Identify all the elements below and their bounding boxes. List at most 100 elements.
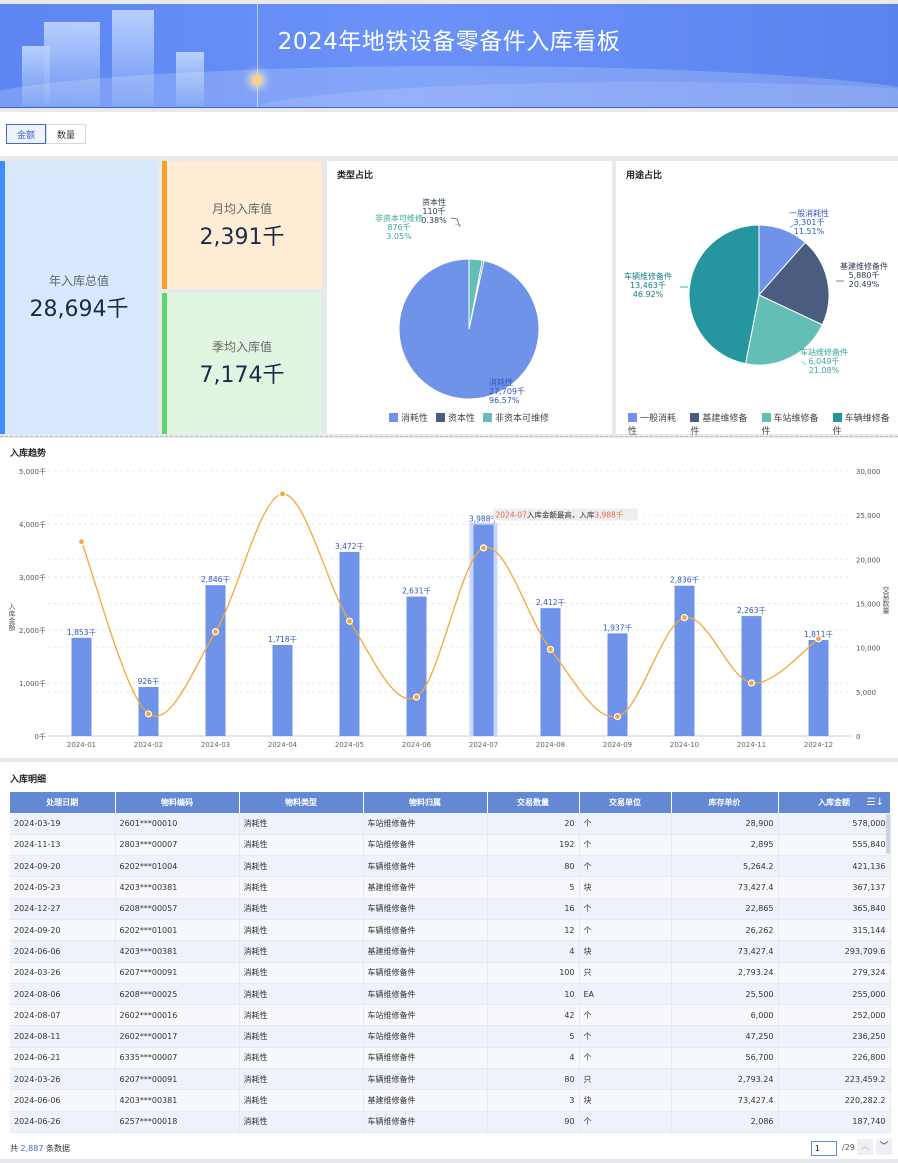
table-row[interactable]: 2024-05-23 4203***00381 消耗性 基建维修备件 5 块 73,427.… [10, 876, 891, 899]
bar[interactable] [71, 637, 92, 736]
table-row[interactable]: 2024-06-26 6257***00018 消耗性 车辆维修备件 90 个 2,086 1… [10, 1111, 891, 1133]
building-decoration [112, 10, 154, 106]
table-cell: 车辆维修备件 [363, 983, 488, 1006]
legend-item[interactable]: 基建维修备件 [690, 413, 748, 437]
table-row[interactable]: 2024-11-13 2803***00007 消耗性 车站维修备件 192 个 2,895… [10, 834, 891, 857]
table-scrollbar[interactable] [886, 814, 890, 854]
bar-data-label: 3,988千 [469, 514, 498, 524]
bar[interactable] [406, 596, 427, 736]
table-cell: 100 [487, 962, 580, 984]
table-row[interactable]: 2024-03-26 6207***00091 消耗性 车辆维修备件 80 只 2,793.… [10, 1068, 891, 1091]
line-point[interactable] [814, 635, 823, 643]
table-row[interactable]: 2024-08-11 2602***00017 消耗性 车站维修备件 5 个 47,250 2… [10, 1025, 891, 1048]
column-header[interactable]: 物料编码 [115, 792, 240, 813]
y-axis-title: 入库金额 [8, 603, 16, 632]
line-point[interactable] [747, 679, 756, 687]
legend-item[interactable]: 车站维修备件 [761, 413, 819, 437]
next-page-button[interactable]: ﹀ [876, 1139, 892, 1155]
line-point[interactable] [412, 693, 421, 701]
table-cell: 2,793.24 [671, 1068, 779, 1091]
column-header[interactable]: 入库金额 [778, 792, 891, 813]
x-axis-tick-label: 2024-03 [201, 741, 230, 749]
bar-data-label: 1,811千 [804, 629, 833, 639]
legend-item[interactable]: 非资本可维修 [483, 411, 549, 424]
kpi-label: 月均入库值 [211, 201, 272, 216]
pie-data-label: 21.08% [809, 366, 840, 375]
table-row[interactable]: 2024-06-21 6335***00007 消耗性 车辆维修备件 4 个 56,700 2… [10, 1047, 891, 1070]
bar[interactable] [339, 551, 360, 736]
table-cell: 279,324 [778, 962, 891, 984]
table-cell: 6335***00007 [115, 1047, 240, 1070]
legend-item[interactable]: 资本性 [436, 411, 475, 424]
legend-item[interactable]: 消耗性 [389, 411, 428, 424]
column-header[interactable]: 库存单价 [671, 792, 779, 813]
line-point[interactable] [479, 544, 488, 552]
kpi-value: 2,391千 [199, 224, 285, 250]
line-point[interactable] [546, 645, 555, 654]
tab-quantity[interactable]: 数量 [46, 124, 86, 144]
sort-icon[interactable]: ☰↓ [866, 797, 884, 808]
line-point[interactable] [77, 538, 86, 546]
bar[interactable] [272, 644, 293, 736]
table-cell: 192 [487, 834, 580, 857]
pie-data-label: 基建维修备件 [840, 261, 888, 271]
legend-item[interactable]: 车辆维修备件 [832, 413, 890, 437]
table-cell: 消耗性 [239, 876, 364, 899]
panel-title: 用途占比 [626, 171, 663, 181]
column-header[interactable]: 物料类型 [239, 792, 364, 813]
bar[interactable] [674, 585, 695, 736]
x-axis-tick-label: 2024-09 [603, 741, 632, 749]
table-row[interactable]: 2024-03-19 2601***00010 消耗性 车站维修备件 20 个 28,900… [10, 813, 891, 835]
table-cell: 车站维修备件 [363, 813, 488, 835]
table-cell: 基建维修备件 [363, 876, 488, 899]
table-cell: 2024-05-23 [10, 876, 116, 899]
bar[interactable] [540, 608, 561, 736]
page-input[interactable] [811, 1141, 837, 1156]
column-header[interactable]: 处理日期 [10, 792, 116, 813]
table-row[interactable]: 2024-08-07 2602***00016 消耗性 车站维修备件 42 个 6,000 2… [10, 1004, 891, 1027]
pie-slice[interactable] [688, 224, 760, 365]
pie-slice[interactable] [744, 294, 824, 366]
table-row[interactable]: 2024-12-27 6208***00057 消耗性 车辆维修备件 16 个 22,865… [10, 898, 891, 920]
column-header[interactable]: 物料归属 [363, 792, 488, 813]
bar[interactable] [808, 640, 829, 736]
detail-table-container: 处理日期 物料编码 物料类型 物料归属 交易数量 交易单位 库存单价 入库金额 2024-03… [10, 792, 892, 1138]
table-row[interactable]: 2024-06-06 4203***00381 消耗性 基建维修备件 4 块 73,427.… [10, 940, 891, 963]
pie-slice[interactable] [468, 258, 483, 330]
pie-data-label: 46.92% [633, 290, 664, 299]
use-pie-legend: 一般消耗性 基建维修备件 车站维修备件 车辆维修备件 [628, 411, 898, 437]
bar[interactable] [741, 616, 762, 736]
table-row[interactable]: 2024-09-20 6202***01004 消耗性 车辆维修备件 80 个 5,264.… [10, 855, 891, 878]
table-row[interactable]: 2024-03-26 6207***00091 消耗性 车辆维修备件 100 只 2,793… [10, 962, 891, 984]
table-cell: 4 [487, 940, 580, 963]
tab-amount[interactable]: 金额 [6, 124, 46, 144]
y-axis-tick-label: 5,000千 [19, 467, 46, 476]
table-cell: 5,264.2 [671, 855, 779, 878]
column-header[interactable]: 交易数量 [487, 792, 580, 813]
bar[interactable] [607, 633, 628, 736]
prev-page-button[interactable]: ︿ [857, 1139, 873, 1155]
pie-data-label: 0.38% [421, 216, 447, 225]
line-point[interactable] [278, 490, 287, 498]
line-point[interactable] [345, 617, 354, 625]
y2-axis-tick-label: 0 [856, 733, 860, 741]
line-point[interactable] [144, 710, 153, 718]
table-row[interactable]: 2024-08-06 6208***00025 消耗性 车辆维修备件 10 EA 25,50… [10, 983, 891, 1006]
pie-data-label: 20.49% [849, 280, 880, 289]
line-point[interactable] [680, 614, 689, 622]
table-row[interactable]: 2024-06-06 4203***00381 消耗性 基建维修备件 3 块 73,427.… [10, 1089, 891, 1112]
pie-slice[interactable] [758, 241, 830, 326]
table-cell: 车辆维修备件 [363, 1047, 488, 1070]
legend-item[interactable]: 一般消耗性 [628, 413, 677, 437]
bar[interactable] [473, 524, 494, 736]
table-cell: 6257***00018 [115, 1111, 240, 1133]
column-header[interactable]: 交易单位 [579, 792, 672, 813]
line-point[interactable] [613, 712, 622, 721]
line-point[interactable] [211, 628, 220, 636]
trend-panel: 入库趋势 0千 1,000千 2,000千 3,000千 4,000千 5,000千 0 5,… [0, 438, 898, 758]
bar[interactable] [205, 585, 226, 736]
table-cell: 个 [579, 1111, 672, 1133]
table-row[interactable]: 2024-09-20 6202***01001 消耗性 车辆维修备件 12 个 26,262… [10, 919, 891, 942]
